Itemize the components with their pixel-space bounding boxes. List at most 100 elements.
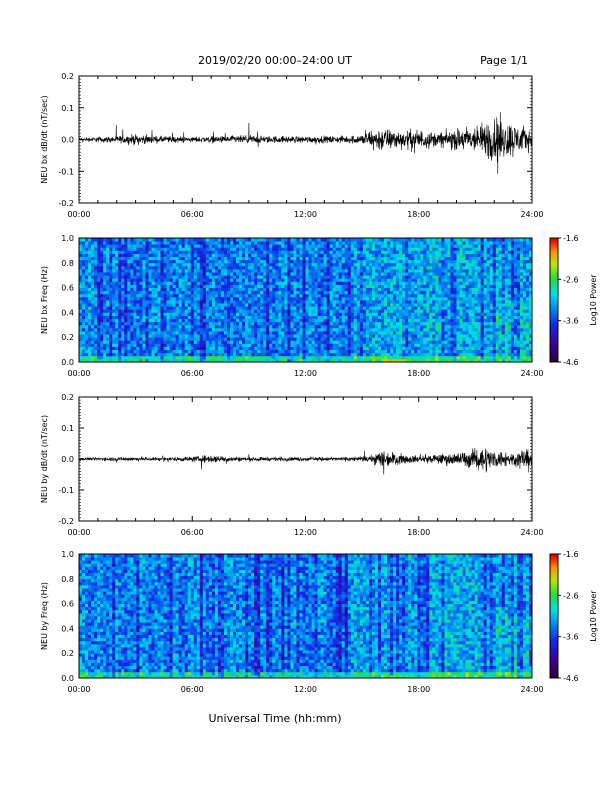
spectrogram-cell <box>260 340 263 344</box>
spectrogram-cell <box>309 356 312 360</box>
y-tick-label: 0.2 <box>61 72 74 81</box>
spectrogram-cell <box>281 312 284 316</box>
spectrogram-cell <box>299 291 302 295</box>
spectrogram-cell <box>200 328 203 332</box>
spectrogram-cell <box>284 285 287 289</box>
spectrogram-cell <box>130 340 133 344</box>
spectrogram-cell <box>315 244 318 248</box>
spectrogram-cell <box>85 334 88 338</box>
spectrogram-cell <box>224 266 227 270</box>
spectrogram-cell <box>109 347 112 351</box>
spectrogram-cell <box>212 343 215 347</box>
spectrogram-cell <box>227 343 230 347</box>
spectrogram-cell <box>405 244 408 248</box>
spectrogram-cell <box>170 250 173 254</box>
spectrogram-cell <box>393 247 396 251</box>
spectrogram-cell <box>242 340 245 344</box>
spectrogram-cell <box>124 309 127 313</box>
spectrogram-cell <box>173 343 176 347</box>
spectrogram-cell <box>306 250 309 254</box>
spectrogram-cell <box>191 322 194 326</box>
spectrogram-cell <box>130 266 133 270</box>
spectrogram-cell <box>239 334 242 338</box>
spectrogram-cell <box>191 325 194 329</box>
spectrogram-cell <box>182 322 185 326</box>
spectrogram-cell <box>363 340 366 344</box>
spectrogram-cell <box>293 244 296 248</box>
spectrogram-cell <box>381 356 384 360</box>
spectrogram-cell <box>393 350 396 354</box>
spectrogram-cell <box>203 263 206 267</box>
spectrogram-cell <box>396 350 399 354</box>
spectrogram-cell <box>91 347 94 351</box>
spectrogram-cell <box>263 306 266 310</box>
spectrogram-cell <box>218 294 221 298</box>
spectrogram-cell <box>88 325 91 329</box>
spectrogram-cell <box>287 238 290 242</box>
spectrogram-cell <box>245 337 248 341</box>
spectrogram-cell <box>287 257 290 261</box>
spectrogram-cell <box>103 325 106 329</box>
spectrogram-cell <box>215 334 218 338</box>
spectrogram-cell <box>151 294 154 298</box>
spectrogram-cell <box>345 288 348 292</box>
spectrogram-cell <box>155 356 158 360</box>
spectrogram-cell <box>399 250 402 254</box>
spectrogram-cell <box>429 353 432 357</box>
spectrogram-cell <box>179 356 182 360</box>
spectrogram-cell <box>139 309 142 313</box>
spectrogram-cell <box>142 269 145 273</box>
spectrogram-cell <box>257 306 260 310</box>
spectrogram-cell <box>100 322 103 326</box>
spectrogram-cell <box>91 281 94 285</box>
spectrogram-cell <box>429 334 432 338</box>
spectrogram-cell <box>185 356 188 360</box>
spectrogram-cell <box>423 275 426 279</box>
spectrogram-cell <box>106 275 109 279</box>
spectrogram-cell <box>245 272 248 276</box>
spectrogram-cell <box>381 312 384 316</box>
spectrogram-cell <box>236 322 239 326</box>
spectrogram-cell <box>287 331 290 335</box>
spectrogram-cell <box>257 238 260 242</box>
spectrogram-cell <box>145 331 148 335</box>
spectrogram-cell <box>209 331 212 335</box>
spectrogram-cell <box>287 275 290 279</box>
spectrogram-cell <box>312 285 315 289</box>
spectrogram-cell <box>106 347 109 351</box>
spectrogram-cell <box>182 306 185 310</box>
spectrogram-cell <box>296 356 299 360</box>
spectrogram-cell <box>321 275 324 279</box>
spectrogram-cell <box>221 238 224 242</box>
spectrogram-cell <box>330 331 333 335</box>
spectrogram-cell <box>248 254 251 258</box>
spectrogram-cell <box>411 247 414 251</box>
spectrogram-cell <box>212 244 215 248</box>
spectrogram-cell <box>251 350 254 354</box>
spectrogram-cell <box>251 306 254 310</box>
spectrogram-cell <box>330 340 333 344</box>
spectrogram-cell <box>357 325 360 329</box>
spectrogram-cell <box>360 285 363 289</box>
spectrogram-cell <box>236 337 239 341</box>
spectrogram-cell <box>176 250 179 254</box>
spectrogram-cell <box>393 257 396 261</box>
spectrogram-cell <box>230 257 233 261</box>
spectrogram-cell <box>387 300 390 304</box>
spectrogram-cell <box>405 334 408 338</box>
spectrogram-cell <box>164 272 167 276</box>
spectrogram-cell <box>387 247 390 251</box>
spectrogram-cell <box>299 347 302 351</box>
spectrogram-cell <box>287 334 290 338</box>
spectrogram-cell <box>248 238 251 242</box>
spectrogram-cell <box>405 300 408 304</box>
spectrogram-cell <box>360 340 363 344</box>
spectrogram-cell <box>185 285 188 289</box>
spectrogram-cell <box>336 285 339 289</box>
spectrogram-cell <box>336 316 339 320</box>
spectrogram-cell <box>233 254 236 258</box>
spectrogram-cell <box>212 288 215 292</box>
spectrogram-cell <box>239 254 242 258</box>
spectrogram-cell <box>158 297 161 301</box>
spectrogram-cell <box>200 281 203 285</box>
